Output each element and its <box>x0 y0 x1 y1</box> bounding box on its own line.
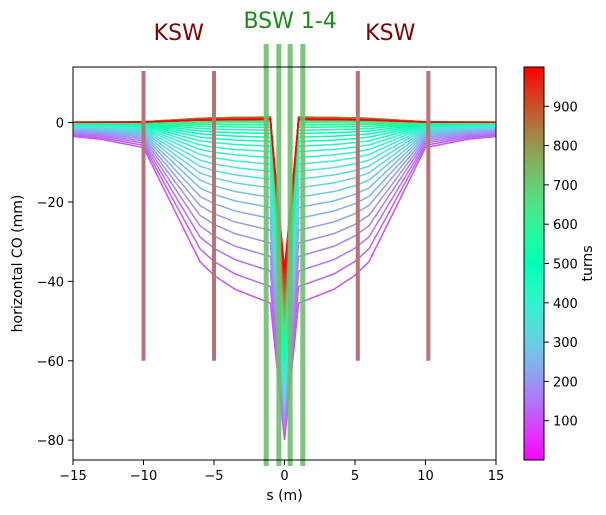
y-tick-label: 0 <box>56 117 64 132</box>
x-tick-label: −15 <box>59 469 86 484</box>
y-axis-label: horizontal CO (mm) <box>10 195 26 333</box>
colorbar: 100 200 300 400 500 600 700 800 900 turns <box>523 66 596 461</box>
y-tick-label: −20 <box>37 196 64 211</box>
x-tick-label: −5 <box>204 469 223 484</box>
colorbar-tick-label: 600 <box>553 218 578 233</box>
annotations: KSW BSW 1-4 KSW <box>154 9 416 46</box>
x-tick-label: 0 <box>280 469 288 484</box>
x-axis: −15 −10 −5 0 5 10 15 <box>59 460 504 484</box>
colorbar-tick-label: 300 <box>553 336 578 351</box>
y-axis: 0 −20 −40 −60 −80 <box>37 117 73 449</box>
y-tick-label: −60 <box>37 355 64 370</box>
x-tick-label: 15 <box>488 469 505 484</box>
colorbar-tick-label: 400 <box>553 297 578 312</box>
annotation-label: KSW <box>365 21 415 46</box>
colorbar-tick-label: 200 <box>553 375 578 390</box>
orbit-curves <box>73 116 496 441</box>
magnet-markers <box>141 44 431 466</box>
colorbar-tick-label: 800 <box>553 140 578 155</box>
y-tick-label: −80 <box>37 434 64 449</box>
colorbar-tick-label: 700 <box>553 179 578 194</box>
annotation-label: BSW 1-4 <box>243 9 336 34</box>
x-tick-label: 5 <box>351 469 359 484</box>
y-tick-label: −40 <box>37 275 64 290</box>
annotation-label: KSW <box>154 21 204 46</box>
orbit-curve <box>73 118 496 279</box>
colorbar-tick-label: 100 <box>553 415 578 430</box>
x-tick-label: 10 <box>417 469 434 484</box>
x-tick-label: −10 <box>130 469 157 484</box>
colorbar-label: turns <box>580 245 596 281</box>
colorbar-gradient <box>523 66 545 461</box>
x-axis-label: s (m) <box>266 488 302 504</box>
colorbar-ticks: 100 200 300 400 500 600 700 800 900 <box>544 100 578 430</box>
colorbar-tick-label: 900 <box>553 100 578 115</box>
colorbar-tick-label: 500 <box>553 258 578 273</box>
